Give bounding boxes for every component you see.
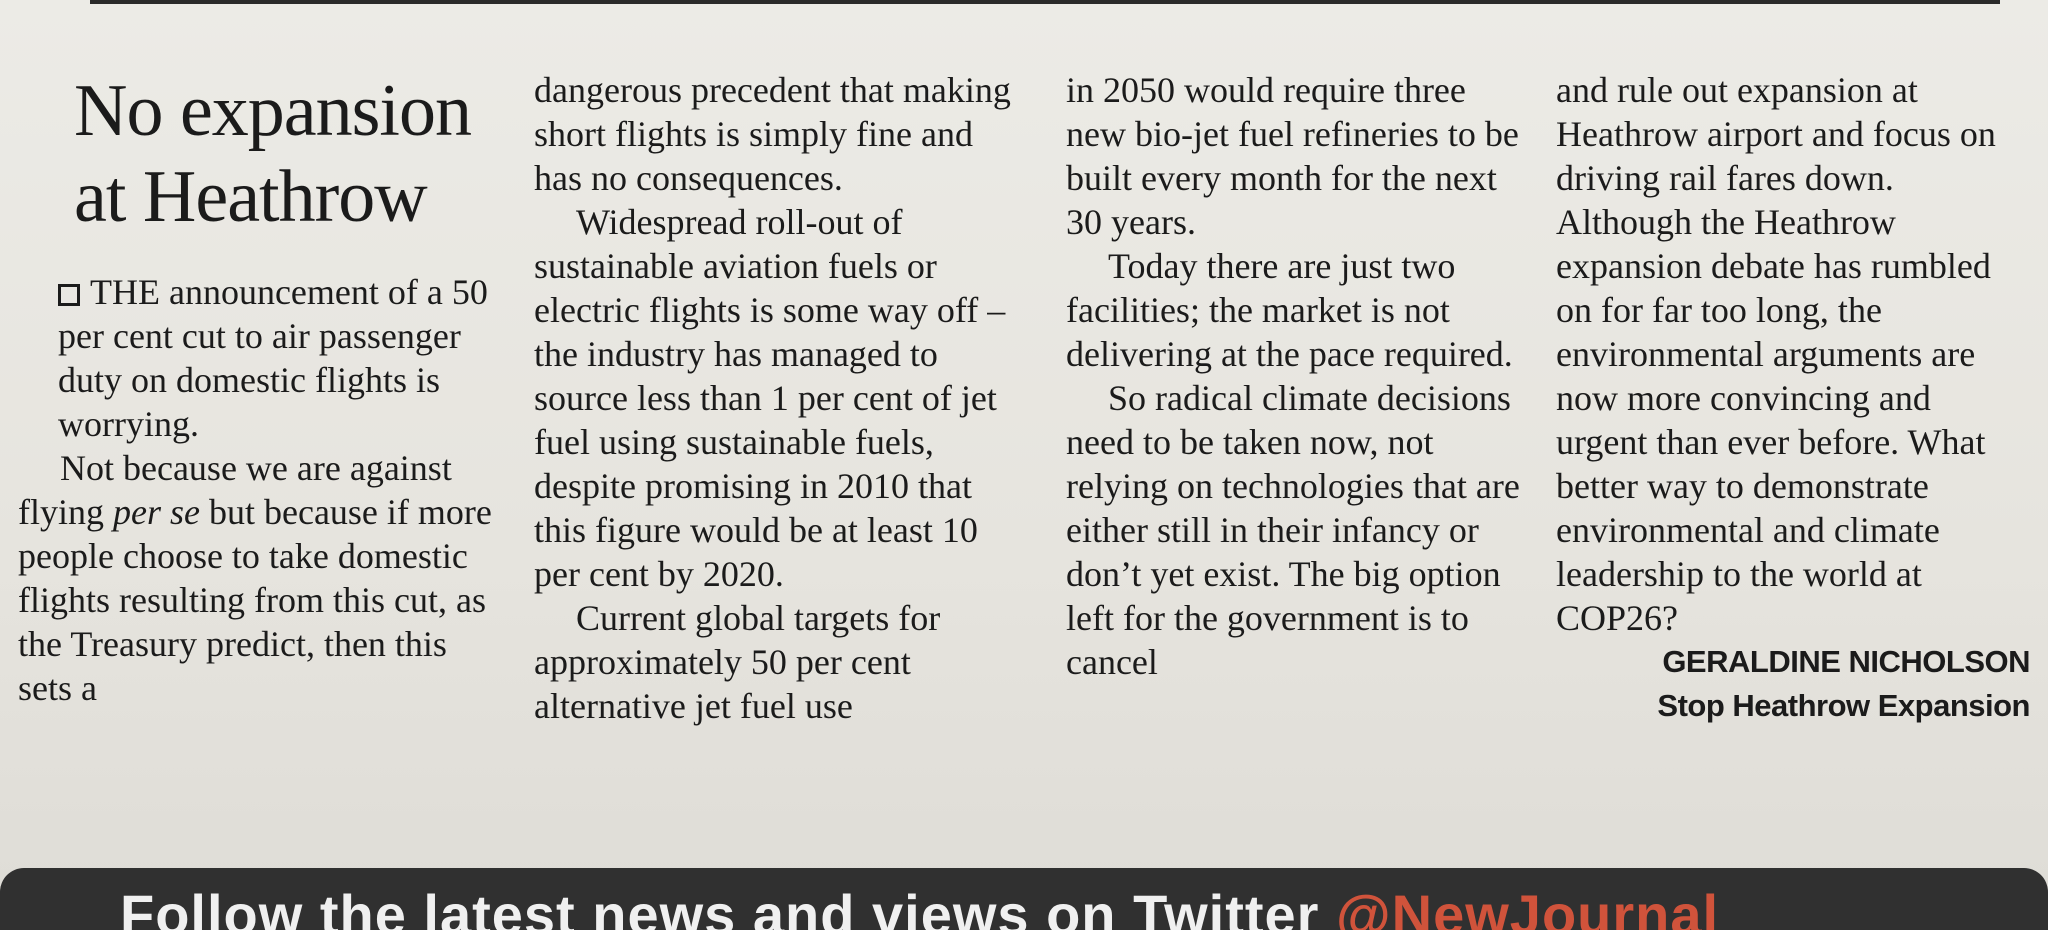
paragraph-2: Not because we are against flying per se… bbox=[18, 448, 492, 708]
column-3: in 2050 would require three new bio-jet … bbox=[1066, 68, 1530, 684]
paragraph-8: So radical climate decisions need to be … bbox=[1066, 378, 1520, 682]
paragraph-7: Today there are just two facilities; the… bbox=[1066, 246, 1513, 374]
paragraph-1: THE announcement of a 50 per cent cut to… bbox=[58, 272, 488, 444]
column-2: dangerous precedent that making short fl… bbox=[534, 68, 1018, 728]
headline: No expansion at Heathrow bbox=[74, 70, 472, 238]
footer-text: Follow the latest news and views on Twit… bbox=[120, 882, 1719, 930]
bullet-box-icon bbox=[58, 284, 80, 306]
column-4: and rule out expansion at Heathrow airpo… bbox=[1556, 68, 2031, 728]
paragraph-6: in 2050 would require three new bio-jet … bbox=[1066, 70, 1519, 242]
signature-name: GERALDINE NICHOLSON bbox=[1662, 644, 2030, 679]
signature-organisation: Stop Heathrow Expansion bbox=[1657, 688, 2030, 723]
twitter-handle[interactable]: @NewJournal bbox=[1336, 883, 1720, 930]
paragraph-9: and rule out expansion at Heathrow airpo… bbox=[1556, 70, 1996, 638]
paragraph-3: dangerous precedent that making short fl… bbox=[534, 70, 1011, 198]
top-rule bbox=[90, 0, 2000, 4]
paragraph-4: Widespread roll-out of sustainable aviat… bbox=[534, 202, 1006, 594]
footer-banner: Follow the latest news and views on Twit… bbox=[0, 868, 2048, 930]
column-1: No expansion at Heathrow THE announcemen… bbox=[18, 68, 494, 710]
paragraph-5: Current global targets for approximately… bbox=[534, 598, 941, 726]
